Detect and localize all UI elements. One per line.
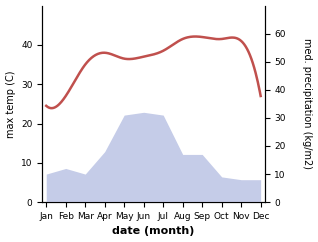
X-axis label: date (month): date (month) (112, 227, 195, 236)
Y-axis label: max temp (C): max temp (C) (5, 70, 16, 138)
Y-axis label: med. precipitation (kg/m2): med. precipitation (kg/m2) (302, 38, 313, 169)
